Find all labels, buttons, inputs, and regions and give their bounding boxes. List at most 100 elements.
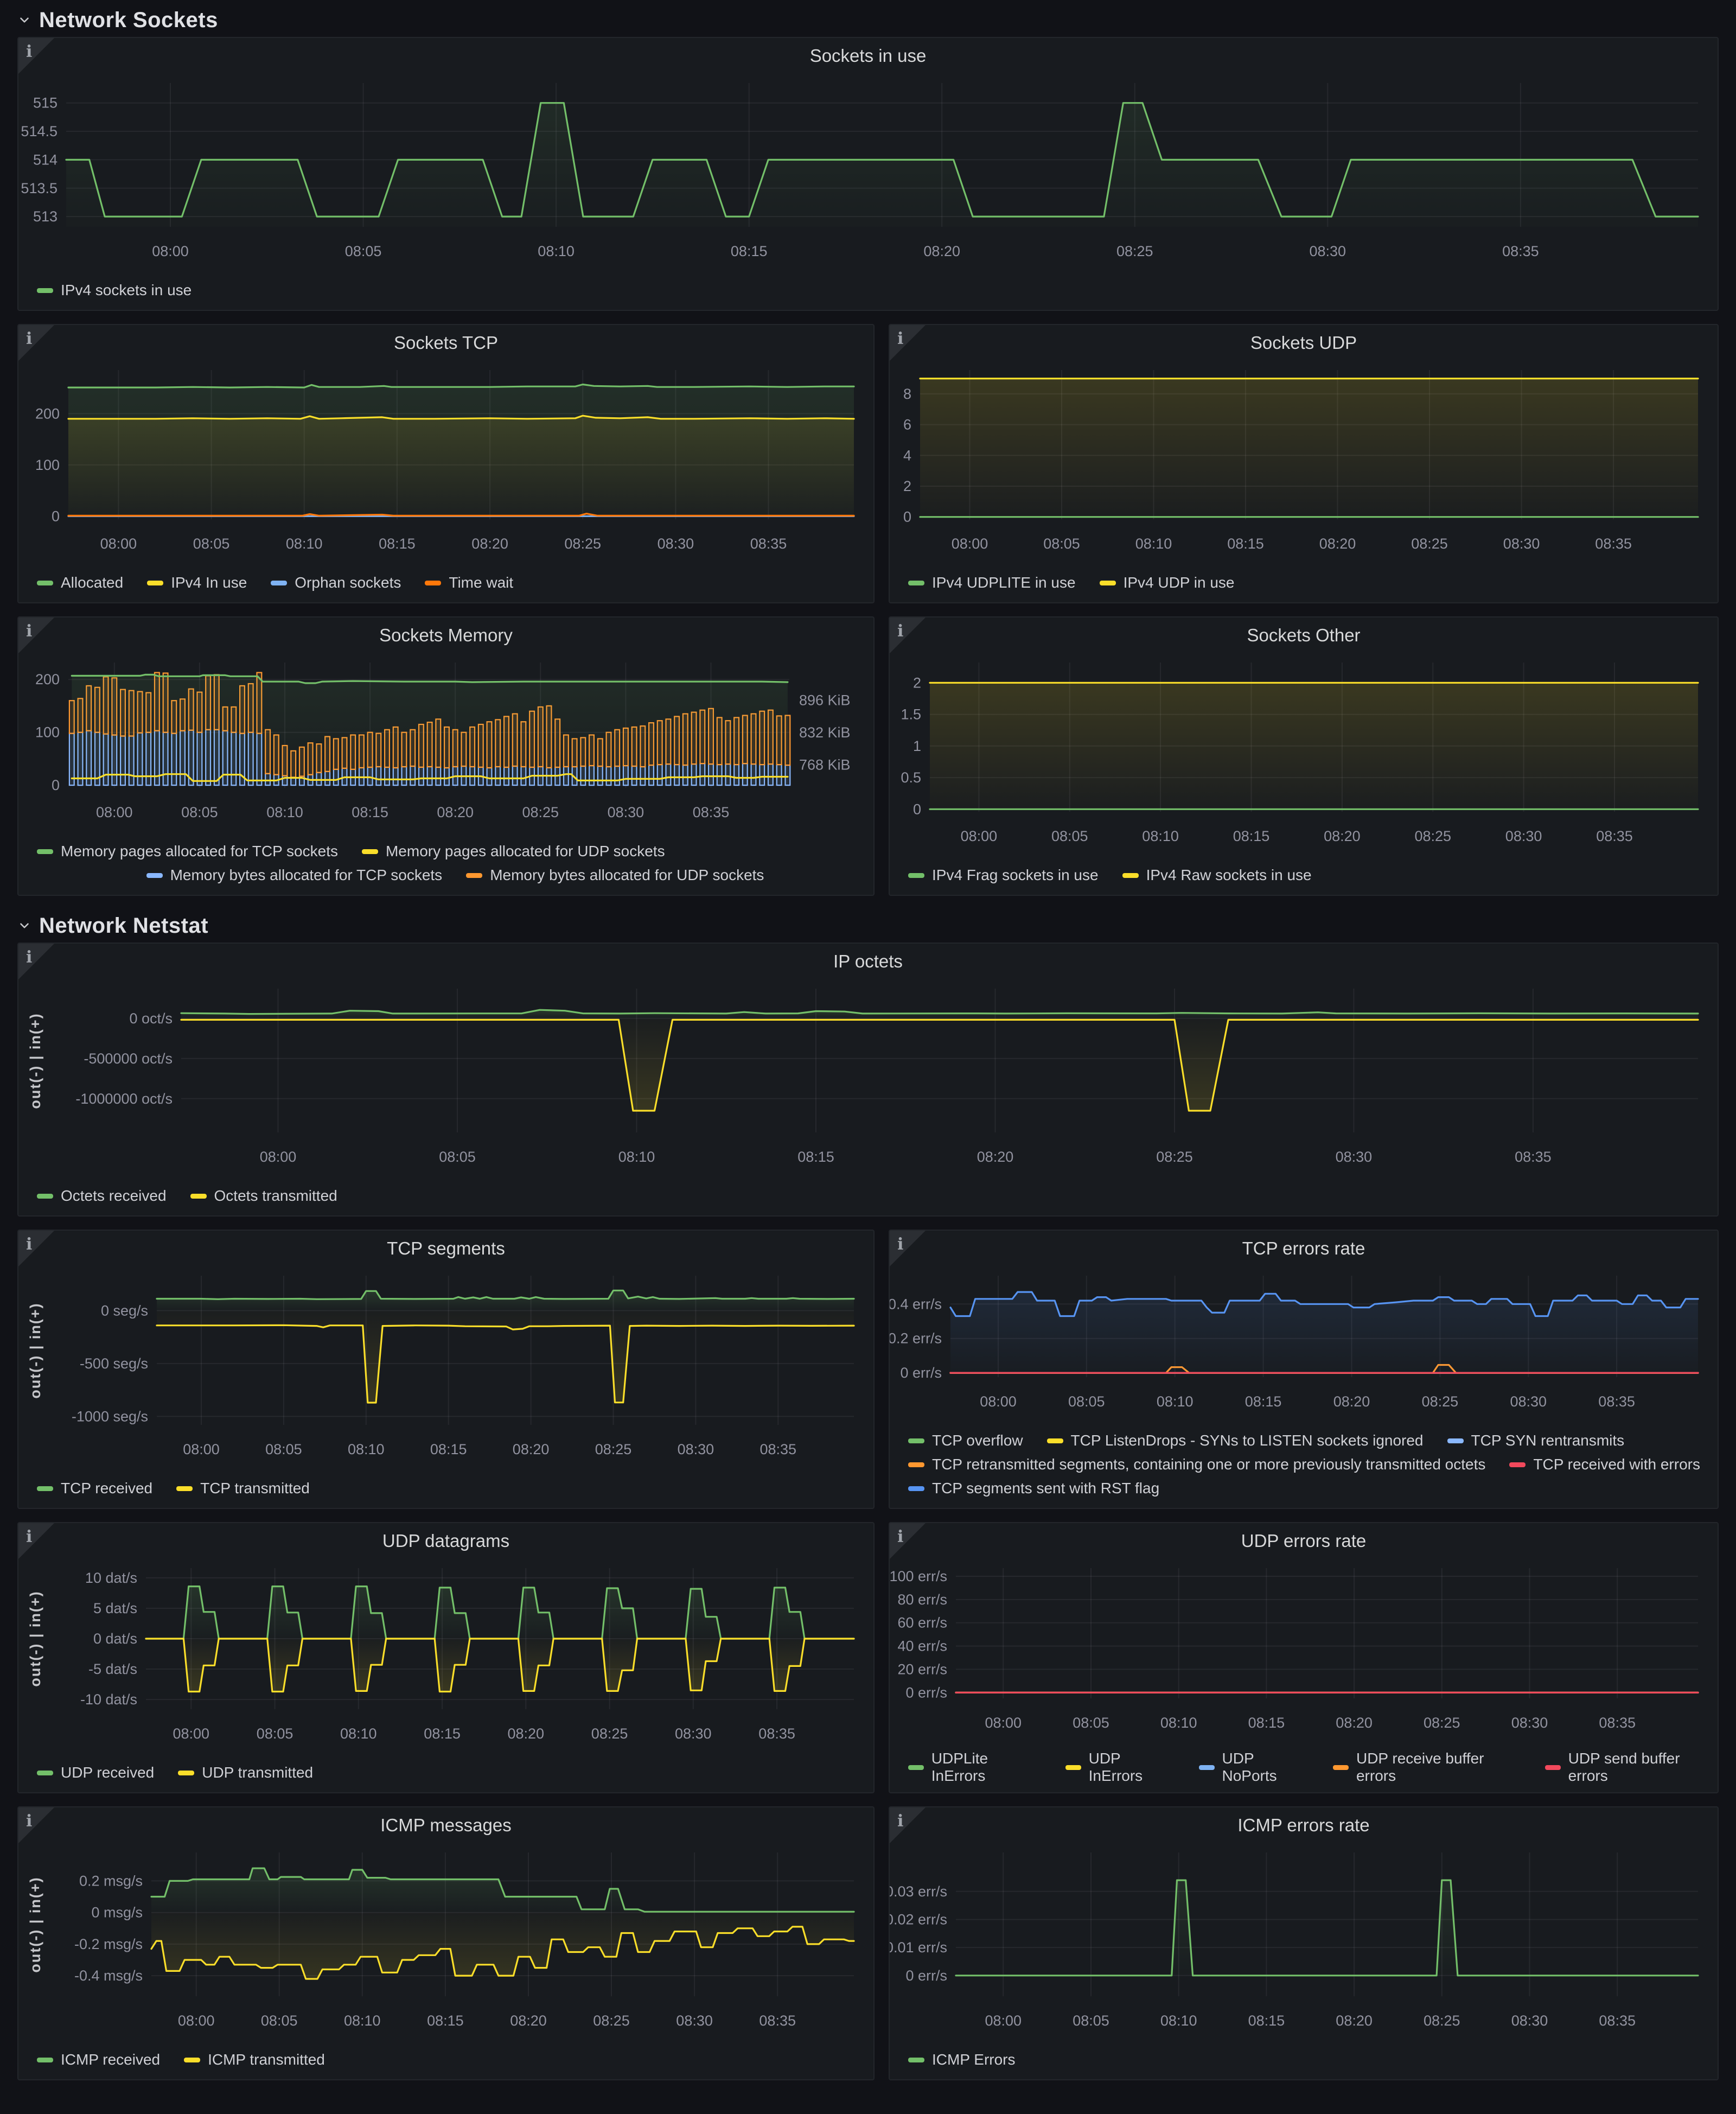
svg-text:100: 100 [35, 457, 60, 473]
info-icon[interactable]: i [18, 1523, 54, 1559]
info-icon[interactable]: i [18, 325, 54, 361]
legend-item[interactable]: Allocated [37, 574, 123, 591]
legend-item[interactable]: TCP segments sent with RST flag [908, 1480, 1159, 1497]
info-icon[interactable]: i [18, 1807, 54, 1843]
legend-tcp-segments: TCP received TCP transmitted [18, 1475, 873, 1508]
legend-item[interactable]: IPv4 In use [147, 574, 247, 591]
legend-item[interactable]: TCP SYN rentransmits [1447, 1432, 1624, 1449]
panel-title[interactable]: ICMP messages [380, 1815, 512, 1835]
svg-text:08:30: 08:30 [1310, 243, 1346, 259]
legend-item[interactable]: IPv4 UDP in use [1099, 574, 1234, 591]
info-icon[interactable]: i [18, 944, 54, 979]
legend-item[interactable]: TCP received [37, 1480, 152, 1497]
legend-item[interactable]: ICMP Errors [908, 2051, 1016, 2068]
info-icon[interactable]: i [18, 617, 54, 653]
legend-item[interactable]: UDP send buffer errors [1544, 1750, 1718, 1785]
legend-item[interactable]: Memory bytes allocated for UDP sockets [466, 867, 764, 884]
panel-title[interactable]: TCP segments [387, 1238, 505, 1258]
legend-item[interactable]: UDP InErrors [1065, 1750, 1175, 1785]
legend-item[interactable]: ICMP received [37, 2051, 160, 2068]
legend-item[interactable]: TCP retransmitted segments, containing o… [908, 1456, 1485, 1473]
svg-text:08:05: 08:05 [439, 1149, 476, 1165]
chart-icmp-messages[interactable]: 0.2 msg/s 0 msg/s -0.2 msg/s -0.4 msg/s 08:0… [18, 1838, 873, 2047]
legend-item[interactable]: Memory bytes allocated for TCP sockets [146, 867, 442, 884]
legend-item[interactable]: TCP ListenDrops - SYNs to LISTEN sockets… [1046, 1432, 1424, 1449]
legend-item[interactable]: TCP transmitted [176, 1480, 310, 1497]
chart-sockets-tcp[interactable]: 0 100 200 08:00 08:05 08:10 08:15 08:20 08:25 08:… [18, 356, 873, 570]
series-label: ICMP Errors [932, 2051, 1016, 2068]
svg-text:513.5: 513.5 [21, 180, 58, 196]
legend-item[interactable]: IPv4 Raw sockets in use [1122, 867, 1312, 884]
legend-item[interactable]: UDP receive buffer errors [1333, 1750, 1521, 1785]
info-icon[interactable]: i [890, 1807, 926, 1843]
series-label: Memory pages allocated for UDP sockets [385, 843, 665, 859]
svg-text:200: 200 [35, 671, 60, 687]
legend-item[interactable]: Memory pages allocated for TCP sockets [37, 843, 338, 860]
chart-ip-octets[interactable]: 0 oct/s -500000 oct/s -1000000 oct/s 08:00 0… [18, 975, 1718, 1183]
panel-title[interactable]: ICMP errors rate [1237, 1815, 1370, 1835]
legend-item[interactable]: UDPLite InErrors [908, 1750, 1042, 1785]
panel-title[interactable]: UDP datagrams [382, 1531, 510, 1551]
svg-text:0.2 msg/s: 0.2 msg/s [79, 1873, 143, 1889]
panel-title[interactable]: IP octets [833, 951, 903, 971]
series-label: Memory pages allocated for TCP sockets [61, 843, 338, 859]
svg-text:0 seg/s: 0 seg/s [101, 1302, 148, 1319]
chart-icmp-errors-rate[interactable]: 0 err/s 0.01 err/s 0.02 err/s 0.03 err/s 08:… [890, 1838, 1718, 2047]
chart-tcp-errors-rate[interactable]: 0 err/s 0.2 err/s 0.4 err/s 08:00 08:05 08:10… [890, 1262, 1718, 1428]
panel-title[interactable]: Sockets Other [1247, 625, 1361, 645]
info-icon[interactable]: i [890, 325, 926, 361]
svg-text:08:10: 08:10 [1160, 2013, 1197, 2029]
chart-sockets-other[interactable]: 0 0.5 1 1.5 2 08:00 08:05 08:10 08:15 08:20 08:25 0… [890, 648, 1718, 862]
info-icon[interactable]: i [18, 1231, 54, 1266]
legend-item[interactable]: Time wait [425, 574, 513, 591]
svg-text:515: 515 [33, 95, 58, 111]
chart-sockets-udp[interactable]: 0 2 4 6 8 08:00 08:05 08:10 08:15 08:20 08:25 08:30… [890, 356, 1718, 570]
panel-title[interactable]: Sockets UDP [1250, 333, 1357, 353]
series-label: TCP ListenDrops - SYNs to LISTEN sockets… [1070, 1432, 1424, 1449]
chart-udp-datagrams[interactable]: 10 dat/s 5 dat/s 0 dat/s -5 dat/s -10 dat/s 0… [18, 1554, 873, 1760]
section-header-network-sockets[interactable]: Network Sockets [17, 3, 1719, 37]
panel-udp-datagrams: i UDP datagrams 10 dat/s 5 dat/s 0 dat/s -5… [17, 1522, 875, 1793]
legend-item[interactable]: ICMP transmitted [184, 2051, 325, 2068]
panel-title[interactable]: Sockets TCP [394, 333, 498, 353]
chart-tcp-segments[interactable]: 0 seg/s -500 seg/s -1000 seg/s 08:00 08:05 08… [18, 1262, 873, 1475]
info-icon[interactable]: i [890, 1523, 926, 1559]
panel-title[interactable]: Sockets in use [809, 46, 927, 66]
legend-item[interactable]: IPv4 Frag sockets in use [908, 867, 1099, 884]
svg-text:-500 seg/s: -500 seg/s [80, 1355, 148, 1372]
svg-text:08:30: 08:30 [658, 536, 694, 552]
chart-udp-errors-rate[interactable]: 0 err/s 20 err/s 40 err/s 60 err/s 80 err/s 1… [890, 1554, 1718, 1749]
panel-title[interactable]: Sockets Memory [379, 625, 513, 645]
series-color-chip [147, 580, 164, 585]
svg-text:08:25: 08:25 [1116, 243, 1153, 259]
legend-item[interactable]: IPv4 sockets in use [37, 282, 192, 299]
panel-title[interactable]: TCP errors rate [1242, 1238, 1365, 1258]
legend-item[interactable]: TCP overflow [908, 1432, 1023, 1449]
legend-item[interactable]: Orphan sockets [271, 574, 401, 591]
chart-sockets-in-use[interactable]: 513 513.5 514 514.5 515 08:00 08:05 08:10 08:15 0… [18, 69, 1718, 277]
legend-item[interactable]: UDP received [37, 1764, 154, 1781]
series-label: UDP received [61, 1764, 155, 1781]
svg-text:80 err/s: 80 err/s [897, 1591, 947, 1608]
svg-text:6: 6 [903, 417, 911, 433]
legend-item[interactable]: UDP transmitted [178, 1764, 313, 1781]
legend-item[interactable]: Octets received [37, 1187, 167, 1205]
svg-text:08:00: 08:00 [260, 1149, 297, 1165]
legend-item[interactable]: IPv4 UDPLITE in use [908, 574, 1076, 591]
legend-item[interactable]: TCP received with errors [1509, 1456, 1700, 1473]
section-header-network-netstat[interactable]: Network Netstat [17, 909, 1719, 943]
legend-item[interactable]: Octets transmitted [190, 1187, 337, 1205]
svg-text:768 KiB: 768 KiB [799, 756, 851, 773]
svg-text:1: 1 [913, 738, 921, 754]
legend-item[interactable]: Memory pages allocated for UDP sockets [361, 843, 665, 860]
legend-item[interactable]: UDP NoPorts [1198, 1750, 1309, 1785]
svg-text:out(-) | in(+): out(-) | in(+) [27, 1590, 43, 1686]
info-icon[interactable]: i [18, 38, 54, 74]
panel-title[interactable]: UDP errors rate [1241, 1531, 1367, 1551]
series-label: ICMP received [61, 2051, 161, 2068]
info-icon[interactable]: i [890, 1231, 926, 1266]
chart-sockets-memory[interactable]: 0 100 200 08:00 08:05 08:10 08:15 08:20 08:25 08:… [18, 648, 873, 838]
info-icon[interactable]: i [890, 617, 926, 653]
svg-text:08:35: 08:35 [759, 2013, 796, 2029]
